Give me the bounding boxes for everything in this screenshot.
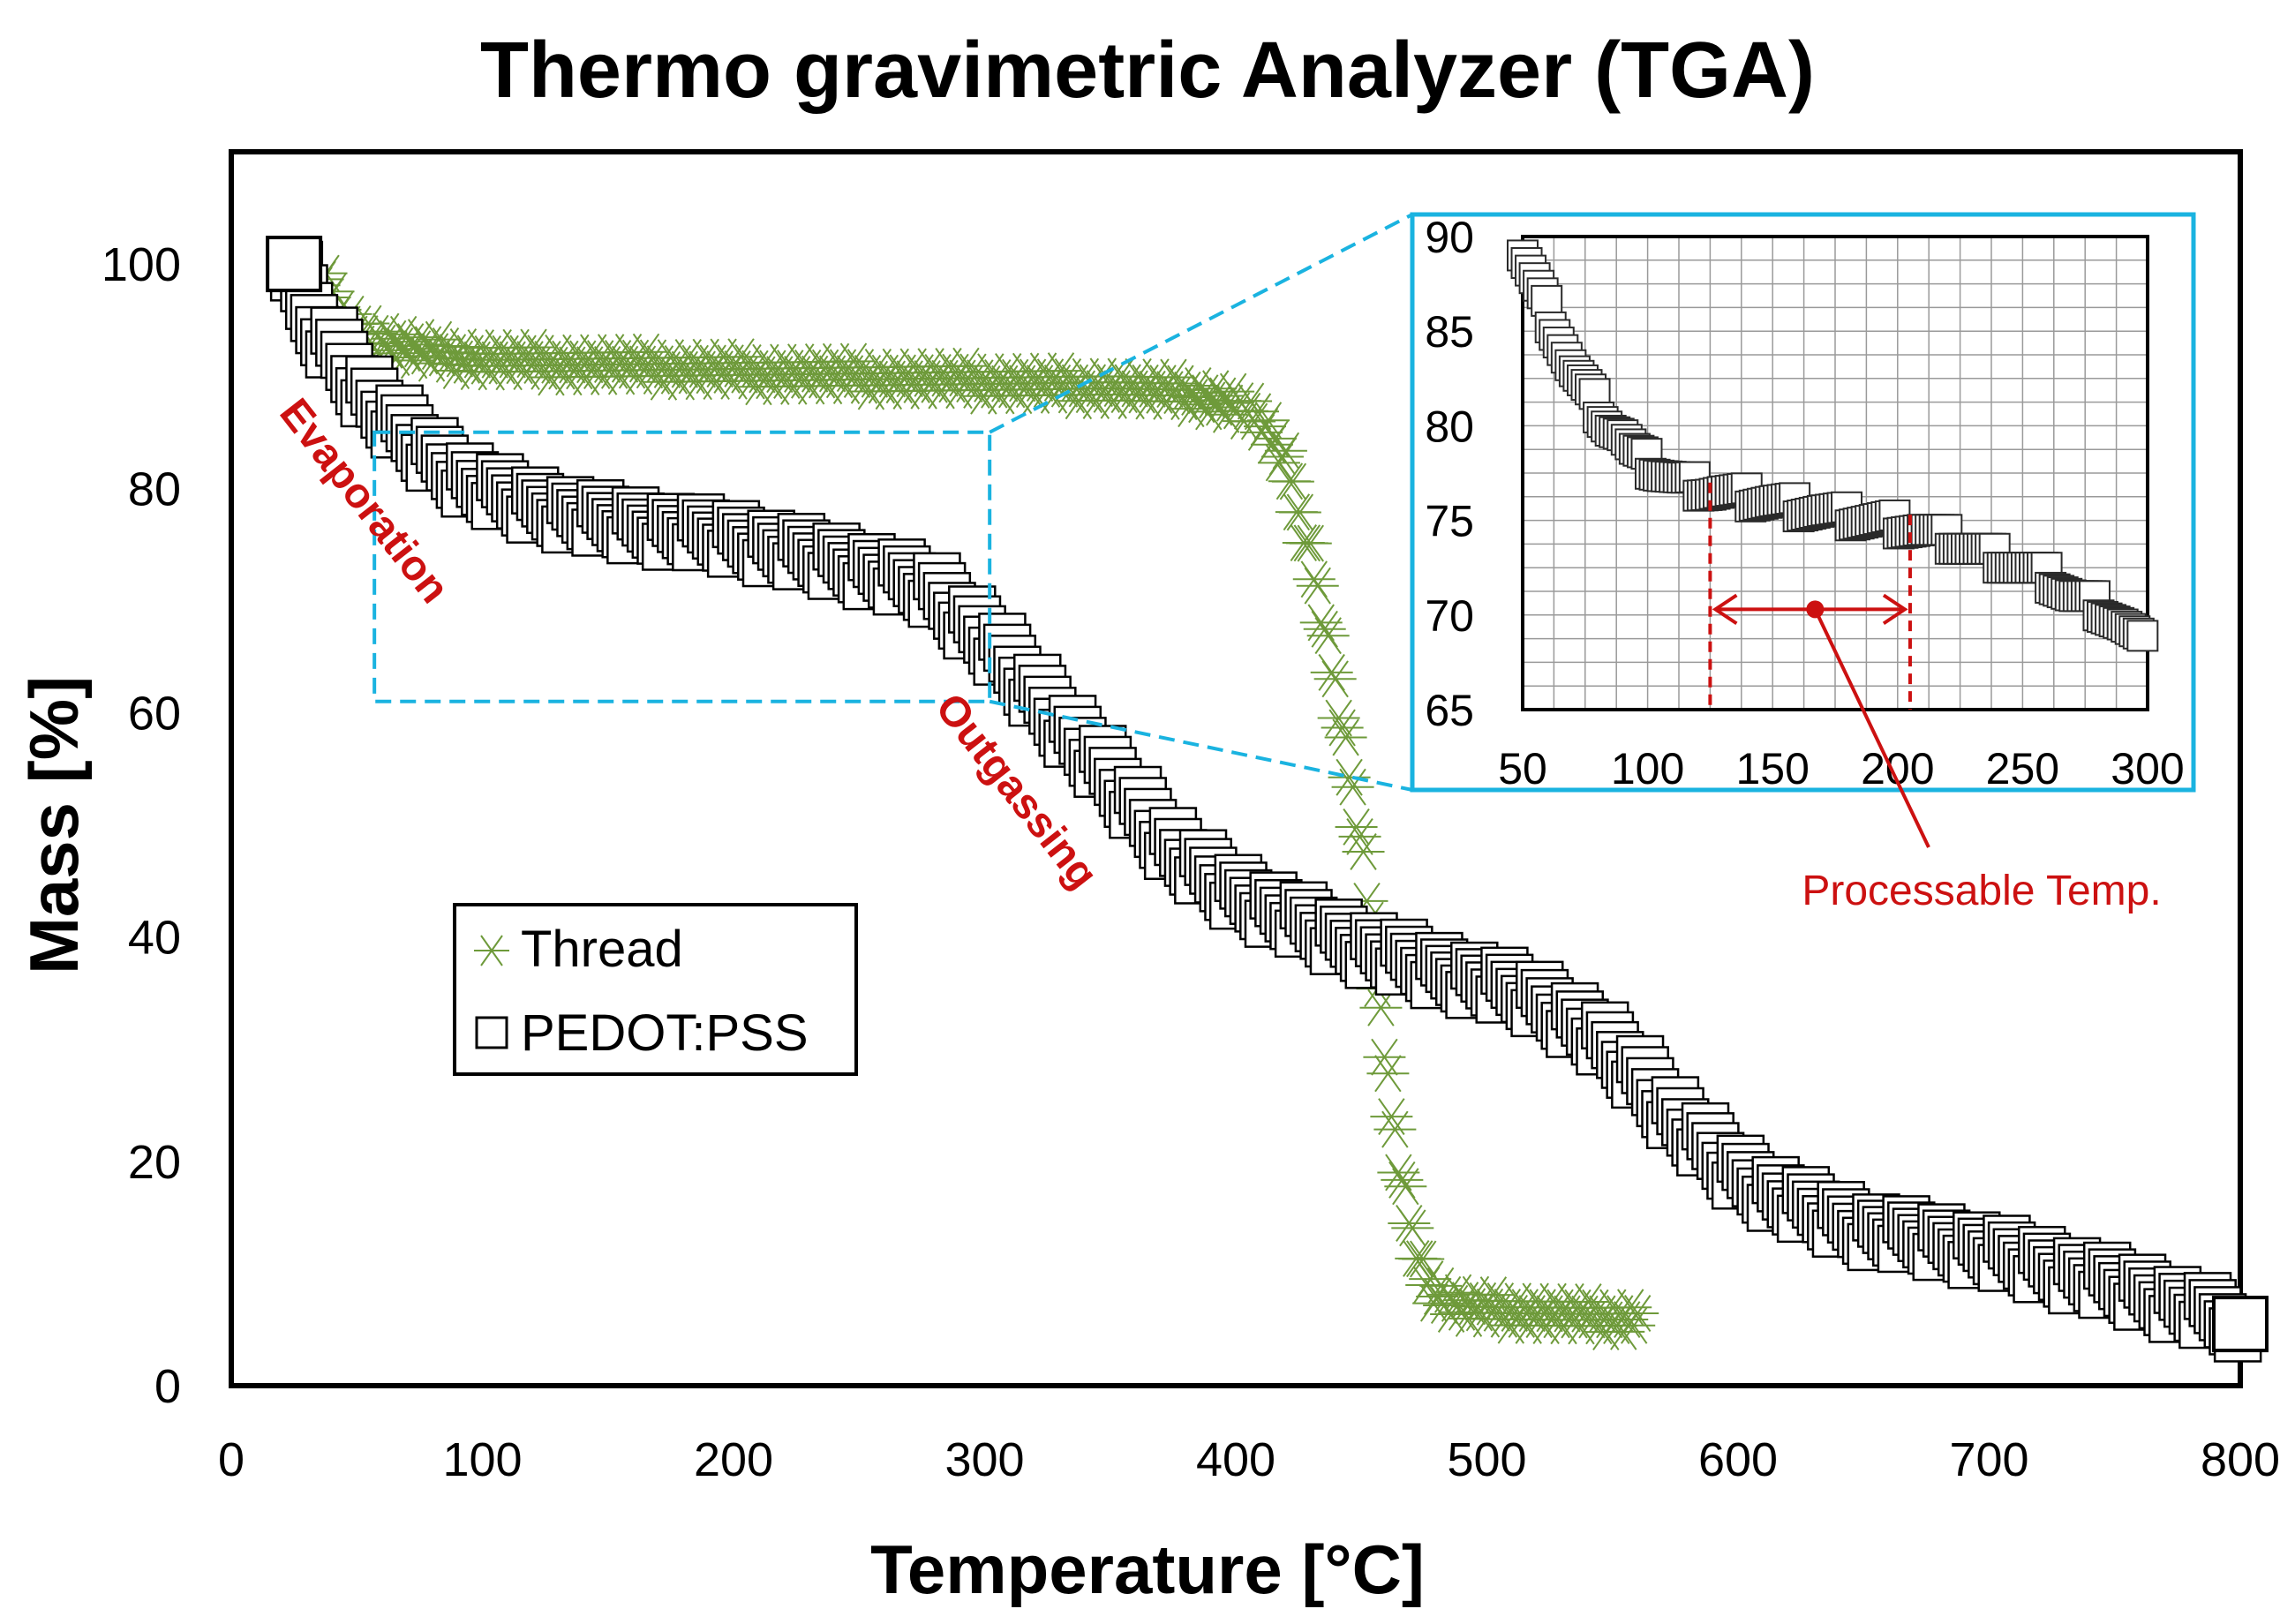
range-callout-line (1813, 608, 1930, 848)
annotation-processable-temp: Processable Temp. (1802, 868, 2161, 914)
thread-point (1359, 989, 1403, 1026)
thread-point (1342, 832, 1385, 870)
thread-point (1310, 653, 1353, 691)
thread-point (1321, 709, 1364, 747)
thread-point (1616, 1295, 1659, 1333)
inset-y-tick-label: 65 (1425, 686, 1474, 735)
y-tick-label: 60 (128, 687, 181, 740)
thread-point (1303, 610, 1346, 648)
thread-point (1366, 1055, 1410, 1093)
x-tick-label: 0 (218, 1433, 245, 1486)
inset-x-tick-label: 150 (1735, 744, 1809, 793)
thread-point (1384, 1168, 1427, 1206)
thread-point (1317, 699, 1360, 737)
thread-point (1381, 1161, 1424, 1199)
legend-marker-thread (474, 935, 509, 966)
inset-y-tick-label: 90 (1425, 213, 1474, 262)
x-axis-ticks: 0 100 200 300 400 500 600 700 800 (218, 1433, 2280, 1486)
legend-label-pedot: PEDOT:PSS (521, 1004, 809, 1062)
thread-point (1324, 718, 1367, 756)
inset-y-tick-label: 70 (1425, 591, 1474, 641)
inset-x-tick-label: 100 (1611, 744, 1684, 793)
inset-grid (1522, 236, 2148, 710)
x-tick-label: 700 (1949, 1433, 2028, 1486)
thread-point (1331, 768, 1374, 806)
thread-point (1289, 524, 1332, 562)
thread-point (1402, 1240, 1445, 1278)
x-tick-label: 500 (1447, 1433, 1526, 1486)
inset-y-tick-label: 75 (1425, 497, 1474, 546)
processable-range-marker (1708, 482, 1930, 848)
pedot-endpoint (2212, 1296, 2269, 1353)
inset-series-pedot (1507, 239, 2159, 652)
thread-point (1373, 1110, 1417, 1148)
y-axis-ticks: 0 20 40 60 80 100 (102, 238, 181, 1413)
x-axis-label: Temperature [°C] (870, 1530, 1425, 1608)
zoom-connector-bottom (989, 699, 1413, 792)
inset-y-tick-label: 80 (1425, 402, 1474, 451)
x-tick-label: 400 (1196, 1433, 1275, 1486)
y-tick-label: 20 (128, 1136, 181, 1189)
legend-label-thread: Thread (521, 921, 683, 978)
pedot-endpoint (266, 236, 323, 293)
inset-x-ticks: 50 100 150 200 250 300 (1498, 744, 2185, 793)
series-thread (297, 254, 1659, 1351)
x-tick-label: 600 (1698, 1433, 1778, 1486)
series-pedot (266, 236, 2269, 1363)
thread-point (1271, 462, 1314, 500)
chart-title: Thermo gravimetric Analyzer (TGA) (480, 26, 1815, 115)
thread-point (1409, 1260, 1452, 1298)
legend-asterisk (474, 935, 509, 966)
y-axis-label: Mass [%] (15, 676, 93, 974)
legend-marker-pedot (475, 1016, 508, 1049)
y-tick-label: 80 (128, 462, 181, 515)
x-tick-label: 800 (2201, 1433, 2280, 1486)
x-tick-label: 300 (944, 1433, 1024, 1486)
legend-box (453, 903, 858, 1076)
inset-point (1531, 284, 1563, 317)
inset-plot-area (1521, 235, 2149, 711)
y-tick-label: 40 (128, 912, 181, 965)
thread-point (1264, 432, 1307, 470)
thread-point (1313, 660, 1357, 698)
legend: Thread PEDOT:PSS (453, 903, 858, 1076)
thread-point (1296, 567, 1339, 605)
range-arrow-left-head (1712, 593, 1738, 626)
inset-y-tick-label: 85 (1425, 307, 1474, 357)
y-tick-label: 100 (102, 238, 181, 291)
thread-point (1328, 758, 1371, 796)
zoom-region-box (372, 430, 992, 703)
thread-point (1278, 493, 1321, 531)
y-tick-label: 0 (154, 1360, 181, 1413)
thread-point (1391, 1209, 1434, 1247)
range-arrow-right-head (1882, 593, 1908, 626)
thread-point (1246, 402, 1290, 440)
thread-point (1306, 617, 1350, 655)
inset-x-tick-label: 50 (1498, 744, 1547, 793)
zoom-connector-top (989, 213, 1413, 434)
inset-y-ticks: 65 70 75 80 85 90 (1425, 213, 1474, 735)
x-tick-label: 200 (694, 1433, 773, 1486)
inset-x-tick-label: 300 (2111, 744, 2184, 793)
x-tick-label: 100 (442, 1433, 522, 1486)
thread-point (1335, 808, 1378, 846)
inset-x-tick-label: 250 (1986, 744, 2059, 793)
inset-point (2126, 620, 2159, 652)
thread-point (1292, 560, 1336, 598)
